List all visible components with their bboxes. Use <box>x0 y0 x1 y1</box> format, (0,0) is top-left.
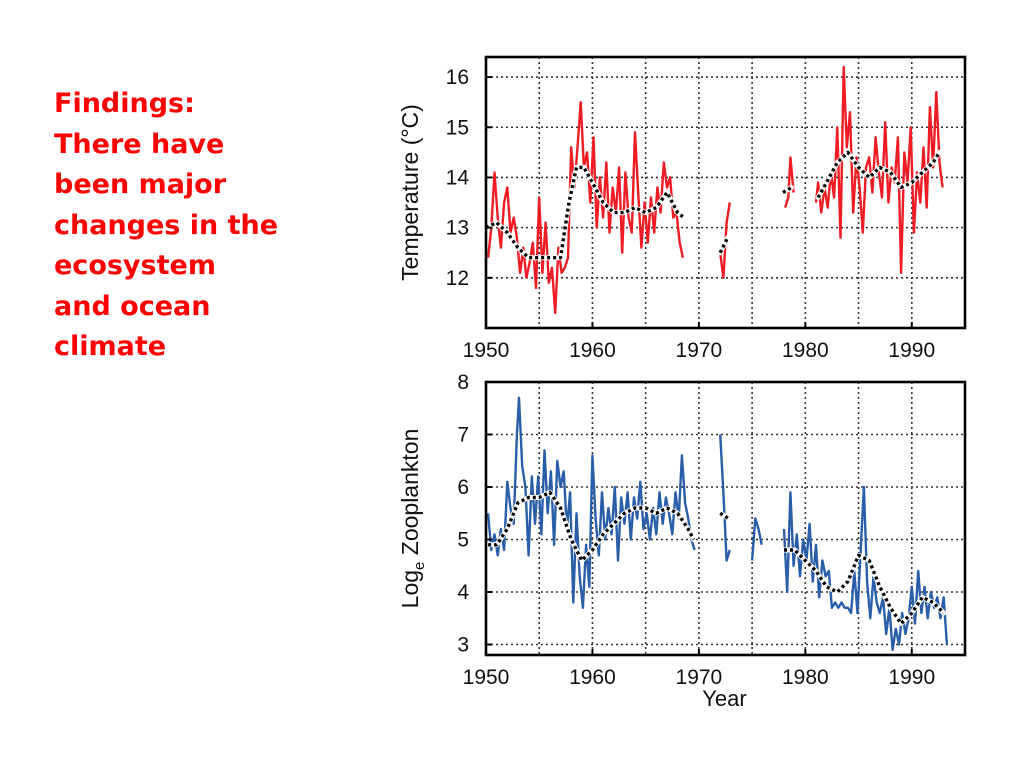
plot-frame <box>484 55 967 330</box>
y-tick-label: 7 <box>457 424 469 447</box>
temperature-smoothed-line <box>816 150 941 199</box>
temperature-smoothed-line-halo <box>483 164 687 261</box>
zooplankton-raw-line <box>750 517 763 561</box>
zooplankton-smoothed-line <box>784 548 945 626</box>
findings-line: been major <box>54 169 227 200</box>
temperature-smoothed-line <box>485 165 686 260</box>
zooplankton-raw-line <box>782 485 949 651</box>
y-tick-label: 14 <box>446 166 470 189</box>
x-tick-label: 1990 <box>888 339 935 362</box>
zooplankton-smoothed-line <box>488 490 696 563</box>
x-axis-label: Year <box>702 686 746 711</box>
y-tick-label: 6 <box>457 476 469 499</box>
findings-line: ecosystem <box>54 250 216 281</box>
y-tick-label: 16 <box>446 66 469 89</box>
findings-line: and ocean <box>54 290 211 322</box>
y-axis-label: Temperature (°C) <box>397 104 423 281</box>
y-tick-label: 15 <box>446 116 469 139</box>
x-tick-label: 1980 <box>782 339 829 362</box>
findings-line: There have <box>54 128 225 160</box>
y-tick-label: 4 <box>457 581 469 604</box>
temperature-raw-line <box>783 156 795 208</box>
findings-line: Findings: <box>54 88 195 119</box>
temperature-raw-line <box>486 101 685 315</box>
temperature-smoothed-line <box>718 236 730 254</box>
y-tick-label: 13 <box>446 217 469 240</box>
zooplankton-raw-line <box>719 434 731 562</box>
x-tick-label: 1950 <box>463 339 510 362</box>
plot-frame <box>484 380 967 657</box>
findings-line: changes in the <box>54 209 279 241</box>
x-tick-label: 1950 <box>463 666 510 689</box>
x-tick-label: 1990 <box>888 666 935 689</box>
zooplankton-raw-line <box>486 396 696 609</box>
x-tick-label: 1960 <box>569 339 616 362</box>
x-tick-label: 1960 <box>569 666 616 689</box>
y-tick-label: 3 <box>457 634 469 657</box>
y-tick-label: 5 <box>457 529 469 552</box>
y-tick-label: 12 <box>446 267 469 290</box>
x-tick-label: 1970 <box>676 666 723 689</box>
temperature-chart: 12 13 14 15 16 1950 1960 1970 1980 1990 Temperatur… <box>397 55 967 362</box>
findings-text: Findings: There have been major changes … <box>54 84 354 368</box>
temperature-smoothed-line <box>782 186 793 194</box>
x-tick-label: 1970 <box>676 339 723 362</box>
x-tick-label: 1980 <box>782 666 829 689</box>
y-axis-label: Loge Zooplankton <box>397 429 428 609</box>
findings-line: climate <box>54 331 167 362</box>
y-tick-label: 8 <box>457 371 469 394</box>
zooplankton-chart: 3 4 5 6 7 8 1950 1960 1970 1980 1990 Loge Zooplankt… <box>397 371 967 711</box>
temperature-raw-line <box>719 202 731 279</box>
zooplankton-smoothed-line <box>719 511 730 520</box>
temperature-raw-line <box>814 65 944 274</box>
